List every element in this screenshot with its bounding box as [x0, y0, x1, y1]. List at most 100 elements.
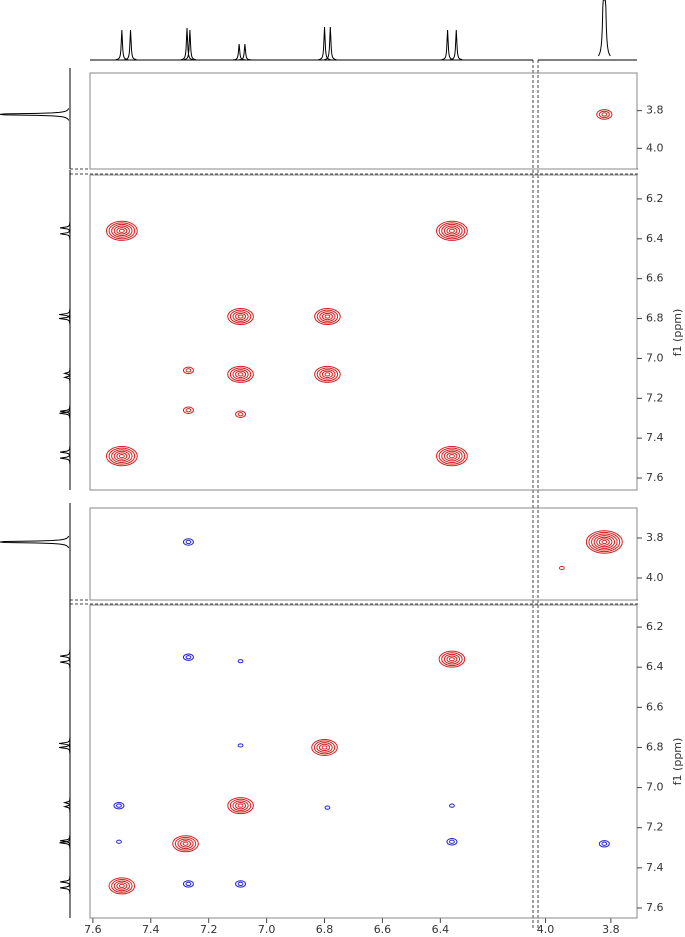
y-tick-label: 3.8 — [646, 104, 664, 117]
contour-level — [237, 881, 244, 886]
projection-peak — [62, 796, 71, 809]
cross-peak — [227, 797, 254, 815]
contour-level — [316, 309, 339, 324]
cross-peak — [314, 365, 341, 383]
contour-level — [321, 312, 333, 321]
cross-peak — [105, 446, 138, 467]
cross-peak — [436, 446, 468, 467]
contour-level — [111, 223, 133, 238]
contour-level — [180, 840, 192, 848]
y-tick-label: 7.6 — [646, 901, 664, 914]
contour-level — [314, 308, 341, 326]
contour-level — [232, 311, 249, 322]
contour-level — [446, 227, 458, 235]
y-tick-label: 6.2 — [646, 620, 664, 633]
contour-level — [118, 454, 125, 459]
y-tick-label: 7.4 — [646, 861, 664, 874]
projection-peak — [60, 881, 71, 894]
contour-level — [182, 880, 194, 888]
y-tick-label: 7.0 — [646, 351, 664, 364]
projection-peak — [60, 875, 71, 888]
contour-level — [321, 370, 333, 379]
panel-frame — [89, 507, 638, 601]
contour-level — [113, 225, 130, 237]
projection-peak — [59, 312, 71, 325]
contour-level — [598, 538, 610, 546]
contour-level — [229, 309, 252, 324]
contour-level — [118, 883, 125, 888]
cross-peak — [436, 220, 468, 241]
cross-peak — [585, 530, 623, 554]
contour-level — [311, 738, 338, 756]
contour-level — [235, 312, 247, 321]
contour-level — [235, 410, 247, 418]
contour-level — [237, 314, 244, 319]
y-tick-label: 6.6 — [646, 700, 664, 713]
contour-level — [436, 446, 468, 467]
contour-level — [182, 538, 194, 546]
contour-level — [449, 228, 455, 233]
contour-level — [108, 447, 136, 465]
cross-peak — [227, 365, 254, 383]
y-axis-label: f1 (ppm) — [671, 309, 684, 357]
contour-level — [185, 408, 192, 413]
contour-level — [591, 533, 618, 551]
projection-peak — [60, 405, 71, 418]
contour-level — [446, 655, 458, 663]
projection-peak — [324, 26, 337, 61]
cross-peak — [182, 880, 194, 888]
contour-level — [237, 803, 244, 808]
contour-level — [237, 659, 244, 664]
y-tick-label: 6.8 — [646, 312, 664, 325]
contour-level — [441, 449, 463, 464]
contour-level — [443, 225, 461, 237]
cross-peak — [311, 738, 338, 756]
y-tick-label: 7.0 — [646, 781, 664, 794]
contour-level — [443, 653, 461, 665]
y-tick-label: 7.6 — [646, 471, 664, 484]
contour-level — [449, 657, 455, 662]
contour-level — [438, 650, 466, 668]
projection-peak — [62, 371, 71, 384]
contour-level — [116, 227, 128, 235]
contour-level — [185, 655, 192, 660]
contour-level — [182, 653, 194, 661]
x-tick-label: 7.4 — [142, 923, 160, 936]
contour-level — [111, 878, 133, 893]
contour-level — [596, 109, 613, 120]
contour-level — [601, 841, 608, 846]
y-tick-label: 6.4 — [646, 232, 664, 245]
x-tick-label: 6.6 — [374, 923, 392, 936]
contour-level — [229, 367, 252, 382]
contour-level — [446, 452, 458, 460]
projection-peak — [597, 0, 611, 57]
contour-level — [116, 803, 122, 808]
y-tick-label: 7.2 — [646, 391, 664, 404]
cross-peak — [237, 659, 244, 664]
projection-peak — [60, 221, 71, 234]
contour-level — [116, 882, 128, 890]
cross-peak — [108, 877, 136, 895]
x-tick-label: 3.8 — [602, 923, 620, 936]
x-tick-label: 6.4 — [432, 923, 450, 936]
cross-peak — [116, 839, 122, 844]
panel-frame — [89, 604, 638, 919]
projection-peak — [59, 741, 71, 754]
contour-level — [232, 369, 249, 380]
cross-peak — [596, 109, 613, 120]
contour-level — [113, 801, 125, 810]
cross-peak — [598, 840, 610, 848]
contour-level — [443, 450, 461, 462]
y-tick-label: 7.2 — [646, 821, 664, 834]
contour-level — [319, 369, 336, 380]
projection-peak — [0, 108, 70, 121]
cross-peak — [438, 650, 466, 668]
contour-level — [598, 110, 610, 119]
projection-peak — [238, 43, 251, 61]
projection-peak — [60, 452, 71, 465]
contour-level — [108, 222, 136, 240]
contour-level — [182, 366, 194, 375]
contour-level — [319, 743, 331, 752]
cross-peak — [105, 220, 138, 241]
contour-level — [585, 530, 623, 554]
